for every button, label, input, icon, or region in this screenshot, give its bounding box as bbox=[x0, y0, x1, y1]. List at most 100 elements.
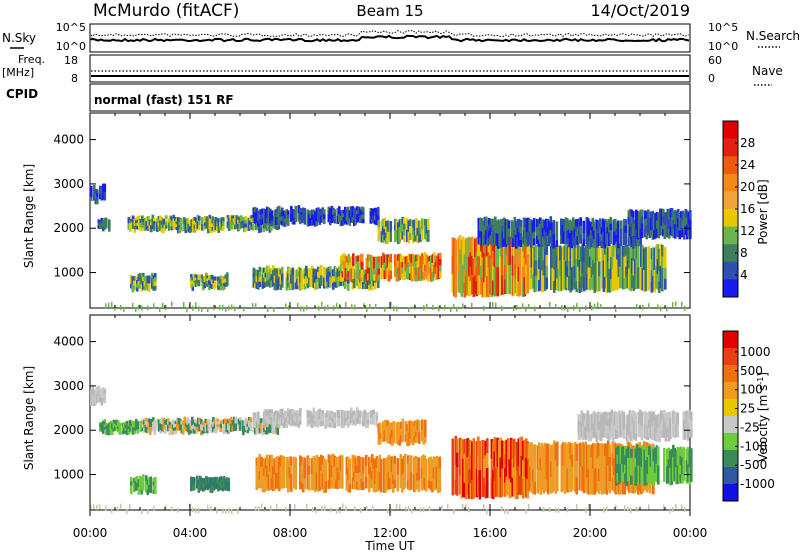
echo-cell-band-11 bbox=[546, 227, 550, 237]
echo-cell-band-11 bbox=[605, 219, 608, 232]
echo-cell-band-3 bbox=[332, 412, 335, 419]
echo-cell-band-11 bbox=[623, 231, 626, 239]
echo-cell-band-11 bbox=[596, 229, 599, 239]
ground-scatter-cell bbox=[132, 302, 134, 308]
echo-cell-band-8 bbox=[424, 225, 427, 233]
echo-cell-band-11 bbox=[519, 240, 523, 247]
echo-cell-band-3 bbox=[267, 409, 271, 417]
echo-cell-band-6 bbox=[261, 475, 265, 484]
echo-cell-band-11 bbox=[669, 425, 672, 433]
echo-cell-band-6 bbox=[270, 466, 274, 479]
echo-cell-band-11 bbox=[606, 227, 610, 234]
ground-scatter-cell bbox=[453, 304, 455, 309]
echo-cell-band-11 bbox=[582, 233, 586, 240]
echo-cell-band-3 bbox=[353, 419, 356, 425]
echo-cell-band-10 bbox=[530, 256, 534, 268]
echo-cell-band-10 bbox=[607, 247, 610, 263]
echo-cell-band-9 bbox=[514, 249, 518, 265]
echo-cell-band-8 bbox=[398, 234, 402, 243]
echo-cell-band-4 bbox=[146, 275, 150, 284]
echo-cell-band-12 bbox=[636, 225, 640, 240]
echo-cell-band-1 bbox=[127, 428, 131, 432]
echo-cell-band-3 bbox=[276, 206, 280, 213]
echo-cell-band-3 bbox=[362, 219, 365, 224]
echo-cell-band-4 bbox=[148, 275, 151, 284]
echo-cell-band-4 bbox=[137, 281, 141, 285]
echo-cell-band-3 bbox=[255, 211, 259, 216]
echo-cell-band-2 bbox=[228, 217, 231, 223]
echo-cell-band-2 bbox=[203, 426, 206, 434]
echo-cell-band-5 bbox=[202, 484, 205, 489]
ground-scatter-cell bbox=[597, 302, 599, 308]
colorbar-swatch bbox=[723, 348, 738, 366]
freq-tick-top: 18 bbox=[64, 54, 78, 67]
echo-cell-band-11 bbox=[682, 430, 686, 440]
echo-cell-band-2 bbox=[173, 430, 176, 435]
echo-cell-band-3 bbox=[320, 208, 323, 213]
echo-cell-band-5 bbox=[220, 282, 223, 287]
echo-cell-band-7 bbox=[415, 268, 418, 275]
echo-cell-band-8 bbox=[407, 220, 411, 233]
echo-cell-band-1 bbox=[133, 424, 137, 428]
echo-cell-band-12 bbox=[680, 224, 683, 231]
echo-cell-band-10 bbox=[557, 268, 561, 292]
echo-cell-band-4 bbox=[139, 280, 142, 289]
echo-cell-band-11 bbox=[530, 219, 533, 234]
echo-cell-band-8 bbox=[523, 458, 527, 478]
echo-cell-band-2 bbox=[144, 417, 148, 422]
echo-cell-band-5 bbox=[214, 280, 217, 285]
echo-cell-band-11 bbox=[479, 231, 482, 238]
echo-cell-band-6 bbox=[272, 280, 275, 287]
echo-cell-band-2 bbox=[247, 226, 251, 231]
echo-cell-band-3 bbox=[291, 209, 295, 214]
echo-cell-band-7 bbox=[370, 255, 373, 265]
echo-cell-band-11 bbox=[518, 232, 521, 246]
echo-cell-band-2 bbox=[156, 221, 159, 226]
echo-cell-band-4 bbox=[133, 285, 136, 291]
echo-cell-band-1 bbox=[124, 430, 128, 435]
echo-cell-band-11 bbox=[651, 419, 654, 427]
ground-scatter-cell bbox=[429, 506, 431, 511]
echo-cell-band-11 bbox=[648, 428, 651, 437]
echo-cell-band-4 bbox=[130, 279, 133, 285]
echo-cell-band-11 bbox=[486, 219, 490, 227]
echo-cell-band-3 bbox=[350, 407, 353, 413]
echo-cell-band-2 bbox=[234, 416, 238, 424]
echo-cell-band-2 bbox=[211, 223, 215, 228]
echo-cell-band-5 bbox=[199, 479, 202, 484]
echo-cell-band-6 bbox=[420, 479, 424, 491]
echo-cell-band-11 bbox=[610, 409, 614, 424]
echo-cell-band-10 bbox=[596, 276, 600, 292]
echo-cell-band-11 bbox=[497, 219, 500, 227]
echo-cell-band-3 bbox=[309, 415, 313, 420]
echo-cell-band-2 bbox=[226, 215, 230, 219]
echo-cell-band-11 bbox=[633, 228, 637, 238]
echo-cell-band-11 bbox=[612, 232, 616, 246]
echo-cell-band-10 bbox=[669, 467, 672, 486]
echo-cell-band-3 bbox=[359, 410, 362, 418]
echo-cell-band-8 bbox=[413, 219, 417, 231]
echo-cell-band-6 bbox=[417, 457, 421, 470]
echo-cell-band-11 bbox=[636, 233, 640, 247]
echo-cell-band-10 bbox=[602, 260, 606, 277]
echo-cell-band-9 bbox=[486, 276, 489, 297]
echo-cell-band-7 bbox=[356, 267, 360, 274]
echo-cell-band-0 bbox=[99, 190, 102, 195]
echo-cell-band-8 bbox=[469, 440, 473, 455]
echo-cell-band-11 bbox=[666, 428, 669, 438]
echo-cell-band-11 bbox=[525, 232, 529, 240]
ground-scatter-cell bbox=[675, 503, 677, 509]
echo-cell-band-11 bbox=[561, 237, 565, 244]
echo-cell-band-10 bbox=[622, 256, 625, 268]
echo-cell-band-11 bbox=[603, 428, 606, 438]
echo-cell-band-3 bbox=[254, 212, 257, 219]
echo-cell-band-10 bbox=[682, 447, 686, 465]
echo-cell-band-11 bbox=[579, 217, 583, 227]
echo-cell-band-11 bbox=[560, 226, 563, 236]
echo-cell-band-2 bbox=[216, 424, 220, 428]
echo-cell-band-3 bbox=[308, 210, 311, 215]
echo-cell-band-9 bbox=[523, 239, 527, 259]
echo-cell-band-6 bbox=[348, 467, 352, 476]
echo-cell-band-7 bbox=[367, 260, 370, 268]
